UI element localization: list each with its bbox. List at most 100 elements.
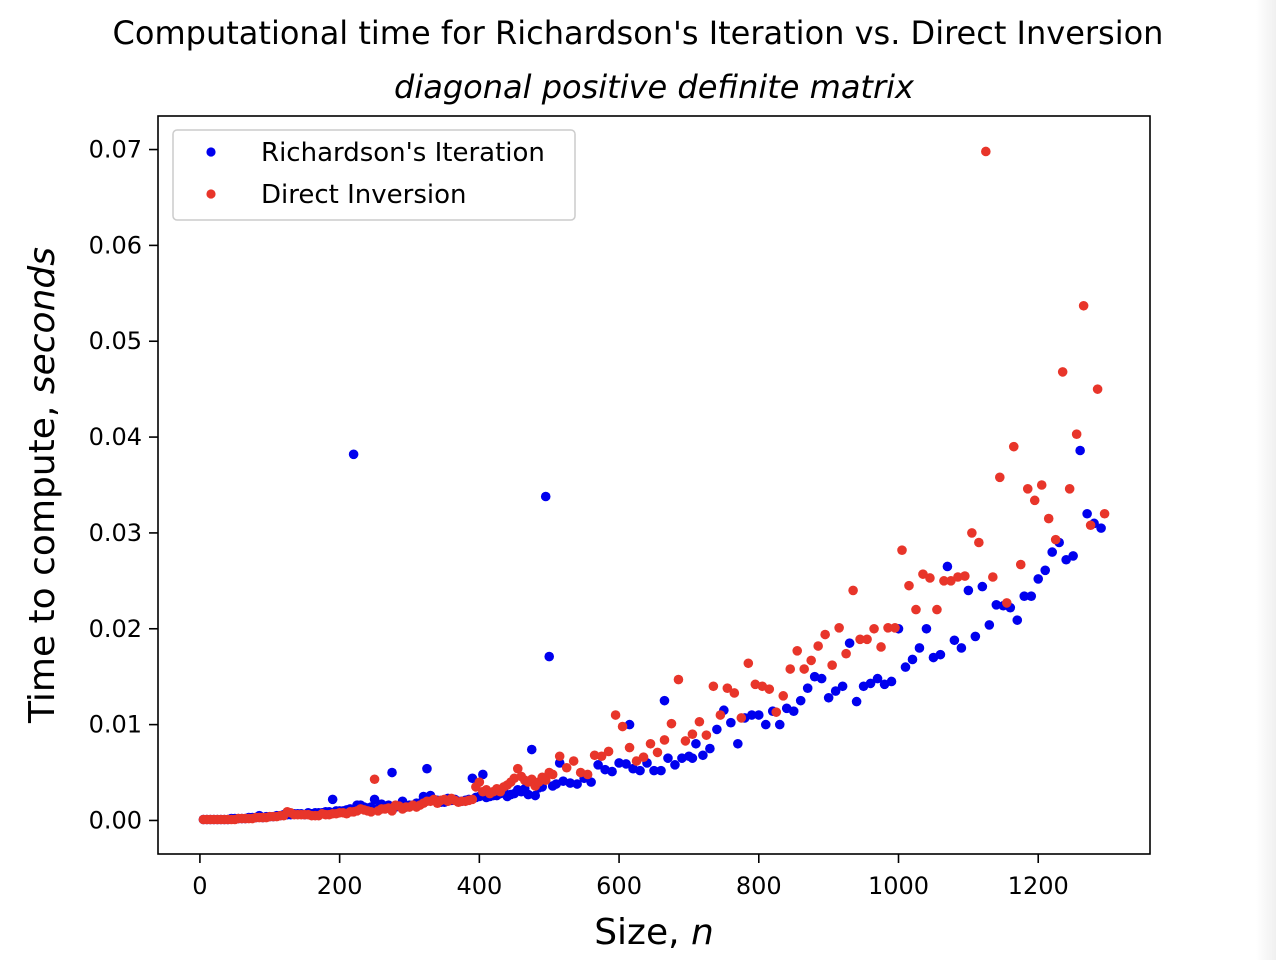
point-direct-inversion [638, 752, 649, 762]
point-direct-inversion [722, 683, 733, 693]
legend-marker-direct [206, 189, 216, 199]
point-direct-inversion [1029, 495, 1040, 506]
point-richardson [802, 683, 813, 693]
series-richardson [198, 445, 1106, 825]
point-direct-inversion [862, 634, 872, 645]
point-direct-inversion [792, 646, 803, 656]
point-direct-inversion [708, 681, 719, 692]
point-direct-inversion [1064, 484, 1075, 494]
point-direct-inversion [890, 623, 900, 633]
point-richardson [977, 581, 988, 592]
point-direct-inversion [960, 571, 970, 581]
point-richardson [935, 649, 946, 660]
point-direct-inversion [897, 545, 907, 555]
point-richardson [705, 743, 715, 754]
legend: Richardson's Iteration Direct Inversion [172, 129, 576, 221]
chart-subtitle: diagonal positive definite matrix [394, 68, 915, 106]
y-tick-label: 0.01 [89, 711, 142, 739]
point-richardson [921, 623, 932, 634]
point-richardson [788, 706, 799, 716]
point-richardson [649, 765, 659, 776]
point-richardson [970, 631, 981, 642]
point-richardson [526, 744, 537, 755]
point-direct-inversion [799, 664, 809, 674]
point-richardson [586, 777, 596, 787]
point-richardson [747, 710, 757, 720]
point-richardson [1047, 547, 1057, 557]
point-direct-inversion [974, 537, 984, 548]
point-richardson [949, 635, 960, 646]
point-direct-inversion [1071, 429, 1082, 440]
point-direct-inversion [953, 572, 963, 582]
point-richardson [670, 760, 680, 770]
point-direct-inversion [547, 769, 558, 780]
point-richardson [691, 738, 701, 749]
point-richardson [663, 753, 673, 763]
point-direct-inversion [869, 623, 879, 634]
point-richardson [327, 794, 338, 805]
point-richardson [823, 692, 834, 703]
point-richardson [369, 794, 380, 805]
point-direct-inversion [366, 807, 376, 817]
point-richardson [1082, 508, 1092, 519]
x-axis: 0 200 400 600 800 1000 1200 [192, 854, 1069, 900]
point-richardson [1068, 551, 1078, 561]
point-direct-inversion [988, 572, 998, 582]
point-direct-inversion [1092, 384, 1103, 394]
y-tick-label: 0.07 [89, 136, 142, 164]
point-direct-inversion [925, 573, 935, 583]
point-richardson [844, 638, 855, 648]
point-richardson [837, 681, 848, 692]
point-direct-inversion [694, 716, 705, 727]
x-tick-label: 1200 [1008, 872, 1069, 900]
x-tick-label: 200 [317, 872, 363, 900]
plot-frame [157, 115, 1151, 855]
point-richardson [907, 654, 918, 665]
point-richardson [984, 620, 995, 630]
point-richardson [387, 767, 397, 778]
point-direct-inversion [1001, 598, 1012, 608]
y-tick-label: 0.00 [89, 806, 142, 834]
point-direct-inversion [1050, 534, 1061, 545]
window-edge [1256, 0, 1276, 960]
point-direct-inversion [883, 623, 893, 633]
point-direct-inversion [1078, 300, 1089, 311]
point-richardson [698, 750, 708, 761]
point-richardson [656, 765, 666, 776]
point-direct-inversion [841, 648, 851, 659]
y-axis-label-prefix: Time to compute, [22, 394, 63, 724]
point-direct-inversion [855, 634, 865, 645]
point-richardson [422, 763, 432, 774]
point-richardson [991, 600, 1002, 610]
chart-title: Computational time for Richardson's Iter… [113, 14, 1164, 52]
y-axis-label-variable: seconds [22, 247, 63, 394]
point-direct-inversion [624, 742, 635, 753]
point-direct-inversion [512, 763, 523, 774]
point-richardson [726, 717, 736, 728]
point-direct-inversion [582, 769, 593, 780]
point-richardson [554, 758, 565, 768]
point-richardson [914, 643, 925, 653]
data-points [198, 146, 1110, 825]
point-richardson [956, 643, 967, 653]
point-direct-inversion [673, 674, 684, 685]
legend-marker-richardson [206, 147, 216, 157]
point-richardson [851, 696, 862, 707]
point-richardson [1026, 591, 1037, 601]
point-direct-inversion [596, 751, 607, 762]
point-richardson [659, 695, 670, 706]
point-direct-inversion [652, 747, 663, 758]
point-richardson [607, 766, 617, 777]
point-richardson [572, 779, 582, 789]
point-direct-inversion [939, 576, 949, 586]
point-direct-inversion [995, 472, 1005, 483]
point-richardson [872, 673, 883, 684]
point-richardson [830, 686, 841, 696]
x-axis-label-variable: n [691, 912, 714, 953]
x-tick-label: 0 [192, 872, 207, 900]
point-richardson [712, 724, 722, 735]
x-tick-label: 400 [456, 872, 502, 900]
x-tick-label: 600 [596, 872, 642, 900]
point-richardson [865, 678, 876, 689]
legend-box [172, 129, 576, 221]
